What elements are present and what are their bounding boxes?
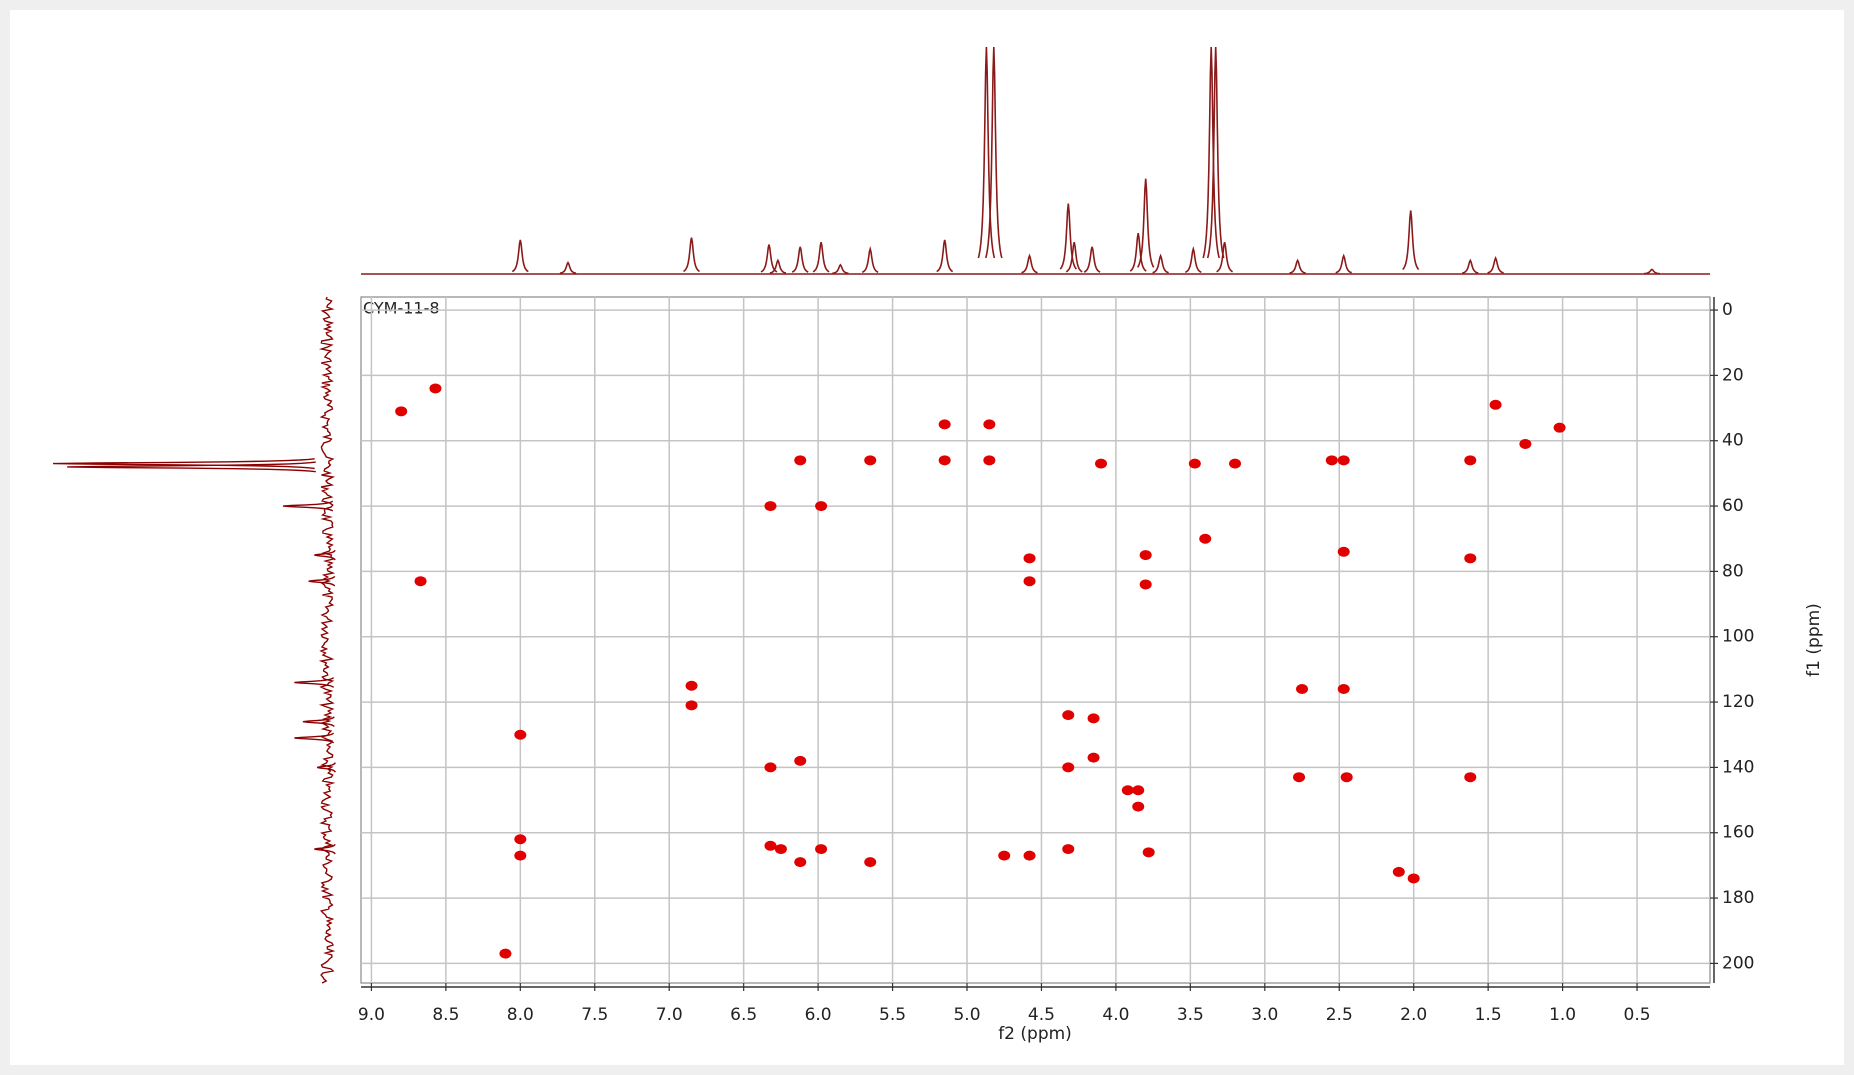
cross-peak — [794, 455, 806, 465]
x-tick-label: 3.0 — [1251, 1005, 1278, 1025]
x-tick-label: 2.5 — [1326, 1005, 1353, 1025]
cross-peak — [1519, 439, 1531, 449]
x-tick-label: 4.0 — [1102, 1005, 1129, 1025]
x-tick-label: 0.5 — [1624, 1005, 1651, 1025]
x-tick-label: 6.0 — [805, 1005, 832, 1025]
cross-peak — [686, 700, 698, 710]
y-tick-label: 80 — [1722, 561, 1744, 581]
cross-peak — [1189, 459, 1201, 469]
cross-peak — [1408, 873, 1420, 883]
cross-peak — [1293, 772, 1305, 782]
cross-peak — [1088, 753, 1100, 763]
cross-peak — [514, 851, 526, 861]
cross-peak — [1464, 772, 1476, 782]
cross-peak — [395, 406, 407, 416]
x-tick-label: 6.5 — [730, 1005, 757, 1025]
cross-peak — [415, 576, 427, 586]
x-tick-label: 9.0 — [358, 1005, 385, 1025]
cross-peak — [1326, 455, 1338, 465]
cross-peak — [764, 762, 776, 772]
cross-peak — [775, 844, 787, 854]
cross-peak — [1143, 847, 1155, 857]
y-tick-label: 160 — [1722, 823, 1754, 843]
cross-peak — [864, 455, 876, 465]
cross-peak — [1229, 459, 1241, 469]
cross-peak — [514, 834, 526, 844]
cross-peak — [1088, 713, 1100, 723]
y-tick-label: 0 — [1722, 300, 1733, 320]
x-tick-label: 1.0 — [1549, 1005, 1576, 1025]
y-tick-label: 140 — [1722, 757, 1754, 777]
cross-peak — [1024, 553, 1036, 563]
cross-peak — [794, 756, 806, 766]
cross-peak — [815, 501, 827, 511]
x-tick-label: 3.5 — [1177, 1005, 1204, 1025]
cross-peak — [1464, 553, 1476, 563]
cross-peak — [1338, 684, 1350, 694]
cross-peak — [864, 857, 876, 867]
y-tick-label: 100 — [1722, 627, 1754, 647]
x-tick-label: 8.0 — [507, 1005, 534, 1025]
x-tick-label: 5.5 — [879, 1005, 906, 1025]
cross-peak — [514, 730, 526, 740]
cross-peak — [1024, 576, 1036, 586]
cross-peak — [429, 383, 441, 393]
cross-peak — [686, 681, 698, 691]
cross-peak — [983, 455, 995, 465]
cross-peak — [764, 501, 776, 511]
y-tick-label: 120 — [1722, 692, 1754, 712]
cross-peak — [1062, 844, 1074, 854]
cross-peak — [1341, 772, 1353, 782]
sample-label: CYM-11-8 — [363, 299, 440, 318]
cross-peak — [794, 857, 806, 867]
y-tick-label: 20 — [1722, 365, 1744, 385]
cross-peak — [1132, 785, 1144, 795]
cross-peak — [939, 419, 951, 429]
y-tick-label: 200 — [1722, 953, 1754, 973]
y-tick-label: 60 — [1722, 496, 1744, 516]
cross-peak — [1062, 762, 1074, 772]
cross-peak — [939, 455, 951, 465]
chart: CYM-11-8 f2 (ppm) f1 (ppm) 9.0 8.5 8.0 7.5 7… — [0, 0, 1854, 1075]
cross-peak — [1140, 550, 1152, 560]
cross-peak — [983, 419, 995, 429]
x-tick-label: 1.5 — [1475, 1005, 1502, 1025]
cross-peak — [1464, 455, 1476, 465]
cross-peak — [1490, 400, 1502, 410]
cross-peak — [1095, 459, 1107, 469]
x-tick-label: 4.5 — [1028, 1005, 1055, 1025]
cross-peak — [499, 949, 511, 959]
cross-peak — [1296, 684, 1308, 694]
cross-peak — [998, 851, 1010, 861]
page: {"chart_data": { "type": "scatter", "sam… — [0, 0, 1854, 1075]
cross-peak — [1199, 534, 1211, 544]
cross-peak — [1393, 867, 1405, 877]
y-tick-label: 40 — [1722, 431, 1744, 451]
cross-peak — [1338, 547, 1350, 557]
cross-peak — [815, 844, 827, 854]
x-axis-label: f2 (ppm) — [998, 1024, 1072, 1044]
cross-peak — [1554, 423, 1566, 433]
cross-peak — [1132, 802, 1144, 812]
y-axis-label: f1 (ppm) — [1804, 603, 1824, 677]
x-tick-label: 2.0 — [1400, 1005, 1427, 1025]
cross-peak — [1338, 455, 1350, 465]
x-tick-label: 7.0 — [656, 1005, 683, 1025]
cross-peak — [1024, 851, 1036, 861]
cross-peak — [1062, 710, 1074, 720]
x-tick-label: 7.5 — [581, 1005, 608, 1025]
cross-peak — [764, 841, 776, 851]
cross-peak — [1140, 579, 1152, 589]
x-tick-label: 8.5 — [432, 1005, 459, 1025]
cross-peak — [1122, 785, 1134, 795]
y-tick-label: 180 — [1722, 888, 1754, 908]
x-tick-label: 5.0 — [953, 1005, 980, 1025]
plot-frame — [361, 297, 1710, 983]
